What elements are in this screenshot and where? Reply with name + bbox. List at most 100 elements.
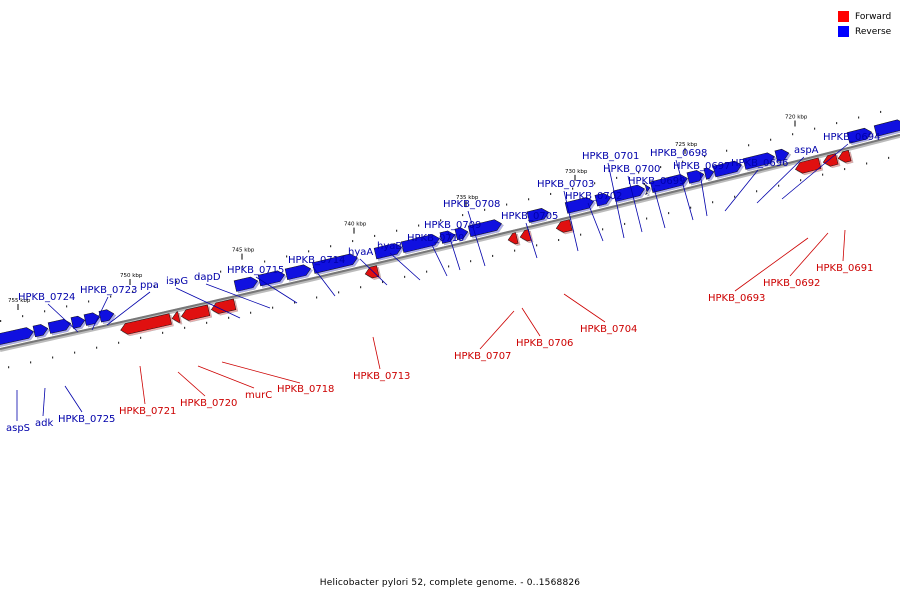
minor-tick <box>756 190 758 193</box>
minor-tick <box>404 275 406 278</box>
gene-body <box>873 119 900 137</box>
leader-line <box>479 310 515 350</box>
reverse-gene-arrow <box>846 127 874 146</box>
leader-line <box>627 175 643 233</box>
reverse-gene-arrow <box>594 192 614 208</box>
gene-body <box>373 243 403 260</box>
minor-tick <box>8 366 10 369</box>
reverse-gene-arrow <box>612 184 647 204</box>
minor-tick <box>360 286 362 289</box>
legend-reverse: Reverse <box>838 24 891 39</box>
reverse-gene-label: HPKB_0714 <box>288 255 345 266</box>
reverse-gene-arrow <box>873 119 900 139</box>
gene-body <box>364 265 380 279</box>
backbone-line <box>0 133 900 350</box>
minor-tick <box>110 295 112 298</box>
reverse-gene-label: HPKB_0697 <box>673 161 730 172</box>
forward-gene-arrow <box>519 229 534 243</box>
forward-gene-label: HPKB_0718 <box>277 384 334 395</box>
reverse-gene-label: HPKB_0694 <box>823 132 880 143</box>
minor-tick <box>814 127 816 130</box>
minor-tick <box>132 290 134 293</box>
minor-tick <box>624 222 626 225</box>
reverse-gene-label: HPKB_0723 <box>80 285 137 296</box>
gene-labels: aspS adk HPKB_0725 HPKB_0724 HPKB_0723 ppa isp… <box>6 132 880 434</box>
forward-gene-label: HPKB_0692 <box>763 278 820 289</box>
minor-tick <box>286 255 288 258</box>
leader-line <box>255 276 298 304</box>
kbp-tick-label: 730 kbp <box>565 169 588 175</box>
reverse-gene-label: adk <box>35 418 53 429</box>
minor-tick <box>250 311 252 314</box>
minor-tick <box>242 265 244 268</box>
forward-gene-label: HPKB_0704 <box>580 324 637 335</box>
reverse-gene-arrow <box>686 170 707 186</box>
reverse-gene-label: hyaA <box>348 247 373 258</box>
leader-line <box>139 365 146 405</box>
reverse-gene-arrow <box>642 182 653 197</box>
reverse-gene-label: HPKB_0724 <box>18 292 75 303</box>
reverse-gene-label: HPKB_0703 <box>537 179 594 190</box>
leader-line <box>47 303 79 333</box>
minor-tick <box>844 168 846 171</box>
leader-line <box>175 287 241 319</box>
forward-gene-label: HPKB_0713 <box>353 371 410 382</box>
leader-line <box>724 169 759 212</box>
reverse-gene-label: aspS <box>6 423 30 434</box>
minor-tick <box>418 224 420 227</box>
reverse-gene-arrow <box>98 309 117 325</box>
gene-body <box>703 167 715 180</box>
kbp-ticks: 755 kbp 750 kbp 745 kbp 740 kbp 735 kbp 730 k… <box>0 110 890 369</box>
gene-body <box>454 227 469 241</box>
leader-line <box>177 371 206 397</box>
leader-line <box>106 291 151 326</box>
minor-tick <box>704 155 706 158</box>
minor-tick <box>726 149 728 152</box>
gene-body <box>120 313 172 335</box>
gene-body <box>846 127 872 144</box>
gene-body <box>467 219 502 237</box>
minor-tick <box>506 203 508 206</box>
forward-gene-arrow <box>120 313 174 337</box>
reverse-gene-arrow <box>774 148 792 164</box>
leader-line <box>205 283 271 309</box>
minor-tick <box>690 206 692 209</box>
leader-line <box>675 159 694 221</box>
reverse-gene-label: HPKB_0696 <box>731 158 788 169</box>
reverse-gene-label: ispG <box>166 276 188 287</box>
gene-features <box>0 119 900 348</box>
gene-body <box>837 149 852 163</box>
gene-body <box>98 309 115 323</box>
minor-tick <box>880 110 882 113</box>
minor-tick <box>0 320 2 322</box>
minor-tick <box>52 356 54 359</box>
minor-tick <box>206 321 208 324</box>
gene-body <box>47 319 72 334</box>
forward-gene-arrow <box>507 232 521 246</box>
leader-line <box>64 385 83 413</box>
legend-reverse-label: Reverse <box>855 26 892 37</box>
minor-tick <box>594 182 596 185</box>
forward-gene-label: HPKB_0707 <box>454 351 511 362</box>
gene-body <box>171 311 181 323</box>
leader-line <box>467 210 486 267</box>
reverse-gene-arrow <box>439 230 458 246</box>
label-leader-lines <box>16 143 849 421</box>
gene-body <box>210 298 237 314</box>
minor-tick <box>374 234 376 237</box>
reverse-gene-label: HPKB_0709 <box>424 220 481 231</box>
reverse-gene-arrow <box>526 208 551 225</box>
minor-tick <box>682 160 684 163</box>
gene-body <box>555 219 573 233</box>
reverse-gene-arrow <box>47 319 73 336</box>
leader-line <box>431 244 448 277</box>
leader-line <box>372 336 381 370</box>
leader-line <box>312 266 336 297</box>
minor-tick <box>748 144 750 147</box>
reverse-gene-arrow <box>373 243 404 261</box>
kbp-tick-label: 740 kbp <box>344 222 367 228</box>
forward-gene-label: murC <box>245 390 272 401</box>
gene-body <box>594 192 612 207</box>
minor-tick <box>734 195 736 198</box>
